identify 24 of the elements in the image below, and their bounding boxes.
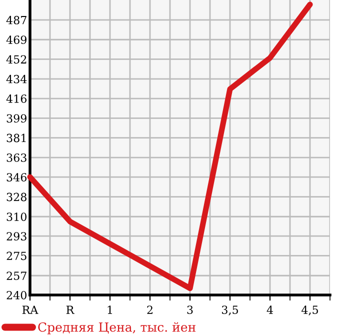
y-tick-label: 257 <box>6 272 26 280</box>
y-tick-label: 293 <box>6 232 26 240</box>
y-tick-label: 363 <box>6 153 26 162</box>
y-tick-label: 416 <box>6 94 27 103</box>
y-tick-label: 310 <box>6 212 26 222</box>
y-tick-label: 469 <box>6 36 26 44</box>
x-tick-label: 1 <box>108 306 112 314</box>
legend-label: Средняя Цена, тыс. йен <box>38 322 196 334</box>
y-tick-label: 487 <box>6 16 26 24</box>
x-tick-label: RA <box>22 306 38 314</box>
y-tick-label: 434 <box>6 74 27 84</box>
y-tick-label: 399 <box>6 114 26 123</box>
y-tick-label: 381 <box>6 134 26 142</box>
x-tick-label: R <box>66 306 74 314</box>
y-tick-label: 240 <box>6 290 26 300</box>
y-tick-label: 328 <box>6 192 26 202</box>
x-tick-label: 3 <box>187 306 193 314</box>
y-tick-label: 275 <box>6 252 26 260</box>
x-tick-label: 4,5 <box>302 306 318 316</box>
x-tick-label: 3,5 <box>222 306 238 316</box>
y-tick-label: 452 <box>6 55 26 64</box>
y-tick-label: 346 <box>6 173 27 182</box>
x-tick-label: 4 <box>266 306 273 314</box>
x-tick-label: 2 <box>147 306 152 314</box>
